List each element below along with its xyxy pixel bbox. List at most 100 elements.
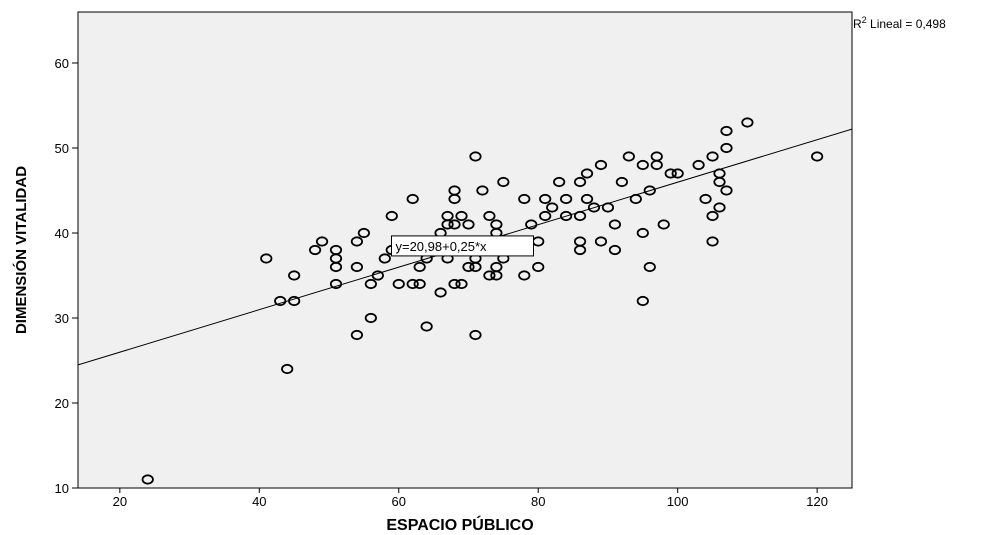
data-point-19 [378,253,391,264]
data-point-88 [636,227,649,239]
data-point-90 [643,185,656,196]
data-point-36 [448,193,461,205]
x-tick-label-1: 40 [252,494,266,509]
x-tick-label-4: 100 [667,494,689,509]
data-point-37 [448,219,461,230]
data-point-97 [692,159,705,171]
data-point-50 [476,185,489,196]
data-point-10 [329,261,343,273]
data-point-94 [657,219,670,230]
y-tick-label-5: 60 [55,56,69,71]
data-point-72 [573,176,587,188]
x-tick-label-3: 80 [531,494,545,509]
data-point-107 [720,185,733,196]
data-point-69 [553,176,566,188]
y-tick-label-1: 20 [55,396,69,411]
data-point-76 [580,168,594,179]
data-point-82 [608,219,622,230]
data-point-53 [483,270,496,281]
y-tick-label-3: 40 [55,226,69,241]
data-point-22 [392,278,405,290]
data-point-93 [650,159,663,171]
data-point-66 [539,193,552,205]
data-point-91 [643,261,656,273]
data-point-48 [469,261,482,273]
data-point-26 [413,261,426,273]
axis-ticks: 20 40 60 80 100 120 10 20 30 40 50 60 [55,56,828,509]
data-point-21 [385,210,398,222]
y-axis-title: DIMENSIÓN VITALIDAD [12,166,30,334]
data-point-49 [469,329,482,341]
data-point-25 [413,278,426,290]
equation-label: y=20,98+0,25*x [395,239,487,254]
x-tick-label-2: 60 [392,494,406,509]
data-point-75 [573,244,587,256]
data-point-103 [713,176,726,188]
data-point-89 [636,295,649,307]
x-tick-label-0: 20 [113,494,127,509]
data-point-6 [308,244,322,256]
data-point-61 [518,193,531,205]
data-point-71 [560,210,573,222]
data-point-99 [706,151,719,162]
data-point-17 [364,312,377,324]
data-point-65 [532,261,545,273]
data-point-83 [608,244,622,256]
data-point-95 [664,168,677,179]
data-point-105 [720,125,733,137]
r2-label: R2 Lineal = 0,498 [853,15,946,31]
data-point-1 [281,363,294,375]
x-axis-title: ESPACIO PÚBLICO [386,515,533,534]
data-point-24 [406,278,419,290]
data-point-68 [546,202,559,213]
data-point-38 [448,278,461,290]
data-point-106 [720,142,733,154]
data-point-70 [560,193,573,205]
data-point-0 [141,474,154,485]
data-point-11 [329,278,343,290]
data-point-77 [580,193,594,205]
x-tick-label-5: 120 [806,494,828,509]
data-point-52 [483,210,496,222]
data-point-40 [455,278,468,290]
data-point-15 [350,329,364,341]
data-point-62 [518,270,531,281]
data-point-12 [350,236,364,247]
data-point-84 [615,176,628,188]
data-point-87 [636,159,649,171]
data-point-23 [406,193,419,205]
data-point-109 [811,151,824,162]
data-point-79 [594,159,608,171]
data-point-58 [497,176,510,188]
data-point-98 [699,193,712,205]
data-point-67 [539,210,552,222]
data-point-13 [357,227,370,239]
data-point-78 [587,202,601,213]
data-point-14 [350,261,364,273]
data-point-42 [462,219,475,230]
y-tick-label-0: 10 [55,481,69,496]
data-point-85 [622,151,635,162]
data-point-104 [713,202,726,213]
data-point-7 [315,236,329,247]
fit-line-group: y=20,98+0,25*x [78,128,852,366]
data-point-100 [706,210,719,222]
data-point-43 [462,261,475,273]
data-point-96 [671,168,684,179]
data-point-108 [741,117,754,128]
data-point-63 [525,219,538,230]
data-point-31 [434,287,447,298]
equation-box [390,235,534,257]
y-tick-label-4: 50 [55,141,69,156]
data-point-33 [441,210,454,222]
data-points [141,117,824,485]
data-point-16 [364,278,377,290]
y-tick-label-2: 30 [55,311,69,326]
data-point-4 [260,253,273,264]
data-point-45 [469,151,482,162]
data-point-101 [706,236,719,247]
data-point-80 [594,236,608,247]
data-point-2 [274,295,287,307]
data-point-39 [455,210,468,222]
